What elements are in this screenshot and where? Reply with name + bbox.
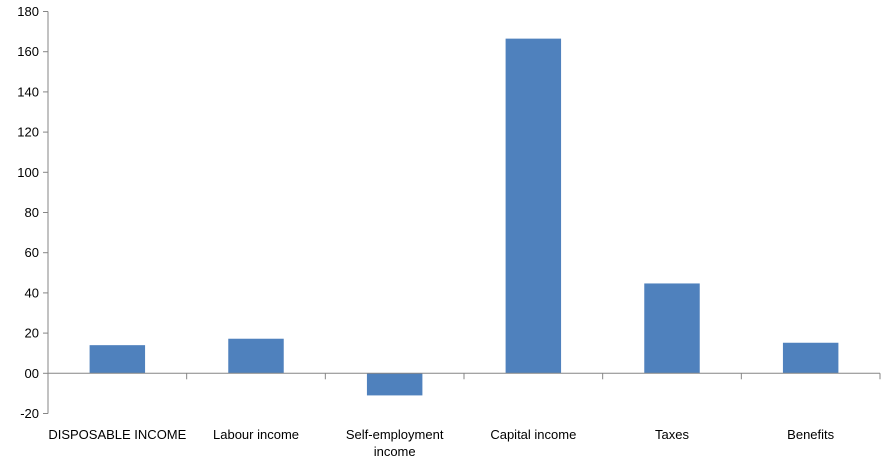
y-tick-label: -20 [20, 406, 39, 421]
y-tick-label: 80 [25, 205, 39, 220]
bar [89, 345, 146, 374]
bar [505, 38, 562, 374]
y-tick-label: 40 [25, 285, 39, 300]
x-category-label: Self-employment [346, 427, 444, 442]
bar [782, 342, 839, 374]
y-tick-label: 00 [25, 366, 39, 381]
x-category-label: Labour income [213, 427, 299, 442]
x-category-label: Taxes [655, 427, 689, 442]
bar [228, 338, 284, 374]
x-category-label: DISPOSABLE INCOME [48, 427, 186, 442]
x-category-label: income [374, 444, 416, 459]
bar [366, 373, 423, 396]
x-axis: DISPOSABLE INCOME Labour income Self-emplo… [48, 372, 881, 459]
y-tick-label: 20 [25, 326, 39, 341]
y-tick-label: 180 [17, 4, 39, 19]
y-tick-label: 100 [17, 165, 39, 180]
x-category-label: Capital income [490, 427, 576, 442]
x-category-label: Benefits [787, 427, 834, 442]
y-tick-label: 160 [17, 44, 39, 59]
y-axis: -20 00 20 40 60 80 100 120 140 160 180 [17, 4, 49, 421]
bar [644, 283, 700, 374]
y-tick-label: 60 [25, 245, 39, 260]
y-tick-label: 140 [17, 84, 39, 99]
bars [89, 38, 839, 396]
y-tick-label: 120 [17, 125, 39, 140]
